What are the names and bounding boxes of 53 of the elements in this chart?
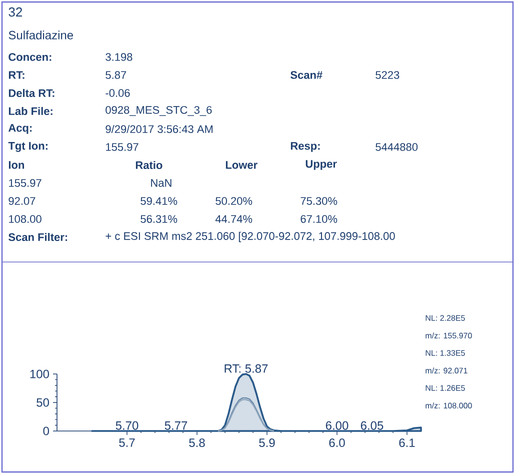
text: Ion xyxy=(8,161,24,169)
text: Scan# xyxy=(290,71,322,79)
text: Lower xyxy=(226,161,258,169)
text: 108.00 xyxy=(9,215,42,223)
text: 3.198 xyxy=(106,53,132,61)
x-tick-label: 6.1 xyxy=(399,438,415,448)
chart-subtitle: Sulfadiazine xyxy=(8,30,74,40)
text: Tgt Ion: xyxy=(8,142,48,152)
text: + c ESI SRM ms2 251.060 [92.070-92.072, 107.999-108.00 xyxy=(106,232,395,242)
x-tick-label: 6.0 xyxy=(329,438,345,448)
text: m/z: 108.000 xyxy=(426,402,472,408)
annotation: 5.77 xyxy=(164,421,188,430)
text: -0.06 xyxy=(106,89,130,97)
text: NL: 2.28E5 xyxy=(426,315,465,321)
y-tick-label: 100 xyxy=(30,370,50,378)
text: Upper xyxy=(306,160,337,170)
text: 44.74% xyxy=(215,215,252,223)
x-tick-label: 5.8 xyxy=(189,438,205,448)
text: Scan Filter: xyxy=(8,232,68,242)
text: m/z: 92.071 xyxy=(426,368,468,374)
text: 155.97 xyxy=(106,143,138,151)
text: RT: xyxy=(8,71,24,79)
text: Delta RT: xyxy=(8,88,54,98)
text: 5444880 xyxy=(376,143,418,151)
text: Lab File: xyxy=(8,106,52,116)
text: 9/29/2017 3:56:43 AM xyxy=(106,124,213,134)
text: 155.97 xyxy=(9,179,42,187)
text: Ratio xyxy=(136,160,162,170)
text: 5223 xyxy=(376,71,400,79)
y-tick-label: 50 xyxy=(36,398,50,407)
text: NL: 1.26E5 xyxy=(426,385,465,391)
x-tick-label: 5.7 xyxy=(119,438,135,447)
text: NL: 1.33E5 xyxy=(426,350,465,356)
text: NaN xyxy=(151,179,172,187)
text: 92.07 xyxy=(8,197,36,205)
y-tick-label: 0 xyxy=(43,426,50,436)
annotation: RT: 5.87 xyxy=(224,364,268,373)
text: 0928_MES_STC_3_6 xyxy=(106,106,212,116)
text: Resp: xyxy=(290,142,320,152)
text: m/z: 155.970 xyxy=(426,332,472,338)
annotation: 6.05 xyxy=(360,421,384,430)
annotation: 6.00 xyxy=(326,421,348,430)
text: 75.30% xyxy=(300,197,338,205)
chart-title: 32 xyxy=(8,7,22,17)
x-tick-label: 5.9 xyxy=(259,438,275,448)
text: 59.41% xyxy=(140,197,178,205)
text: 50.20% xyxy=(216,197,252,205)
text: 56.31% xyxy=(140,215,178,223)
text: Acq: xyxy=(8,124,32,134)
text: Concen: xyxy=(8,53,52,61)
text: 5.87 xyxy=(106,71,126,79)
text: 67.10% xyxy=(300,215,338,223)
annotation: 5.70 xyxy=(116,421,138,430)
